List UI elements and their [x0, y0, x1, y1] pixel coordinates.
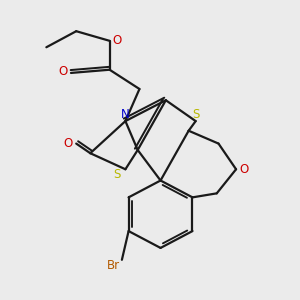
- Text: O: O: [58, 65, 68, 78]
- Text: S: S: [192, 107, 200, 121]
- Text: O: O: [64, 137, 73, 150]
- Text: Br: Br: [106, 259, 120, 272]
- Text: N: N: [121, 107, 130, 121]
- Text: O: O: [113, 34, 122, 47]
- Text: S: S: [113, 168, 120, 181]
- Text: O: O: [239, 163, 248, 176]
